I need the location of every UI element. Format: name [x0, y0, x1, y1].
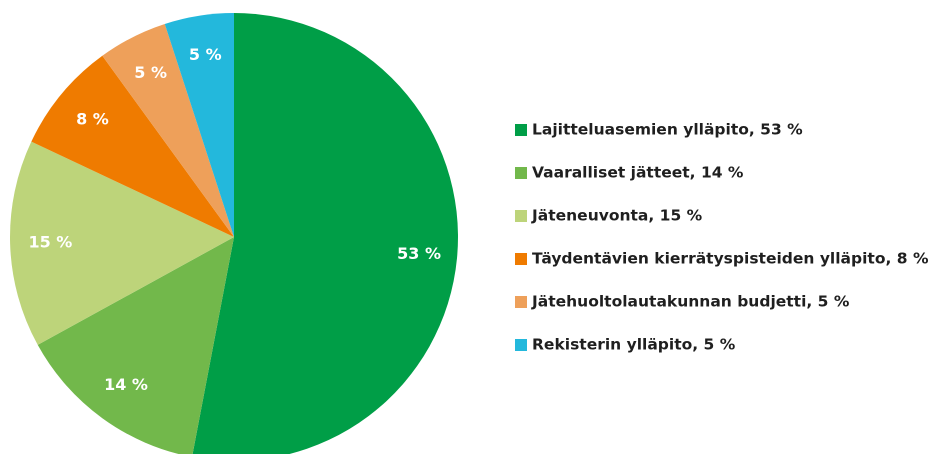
legend-label: Rekisterin ylläpito, 5 % — [532, 336, 736, 354]
data-label: 53 % — [397, 244, 441, 263]
legend-swatch — [515, 124, 527, 136]
legend-label: Lajitteluasemien ylläpito, 53 % — [532, 121, 803, 139]
data-label: 5 % — [134, 63, 167, 82]
legend-label: Täydentävien kierrätyspisteiden ylläpito… — [532, 250, 929, 268]
pie-slice — [192, 13, 458, 454]
legend-swatch — [515, 210, 527, 222]
data-label: 5 % — [189, 45, 222, 64]
legend-swatch — [515, 167, 527, 179]
pie-slice — [31, 55, 234, 237]
legend-label: Vaaralliset jätteet, 14 % — [532, 164, 744, 182]
pie-slice — [164, 13, 234, 237]
pie-slice — [37, 237, 234, 454]
legend-label: Jäteneuvonta, 15 % — [531, 207, 703, 225]
pie-slice — [9, 141, 234, 345]
legend-swatch — [515, 339, 527, 351]
legend-swatch — [515, 296, 527, 308]
legend-label: Jätehuoltolautakunnan budjetti, 5 % — [531, 293, 850, 311]
pie-slice — [102, 23, 234, 237]
data-label: 14 % — [104, 375, 148, 394]
legend-swatch — [515, 253, 527, 265]
data-label: 8 % — [76, 109, 109, 128]
data-label: 15 % — [28, 232, 72, 251]
